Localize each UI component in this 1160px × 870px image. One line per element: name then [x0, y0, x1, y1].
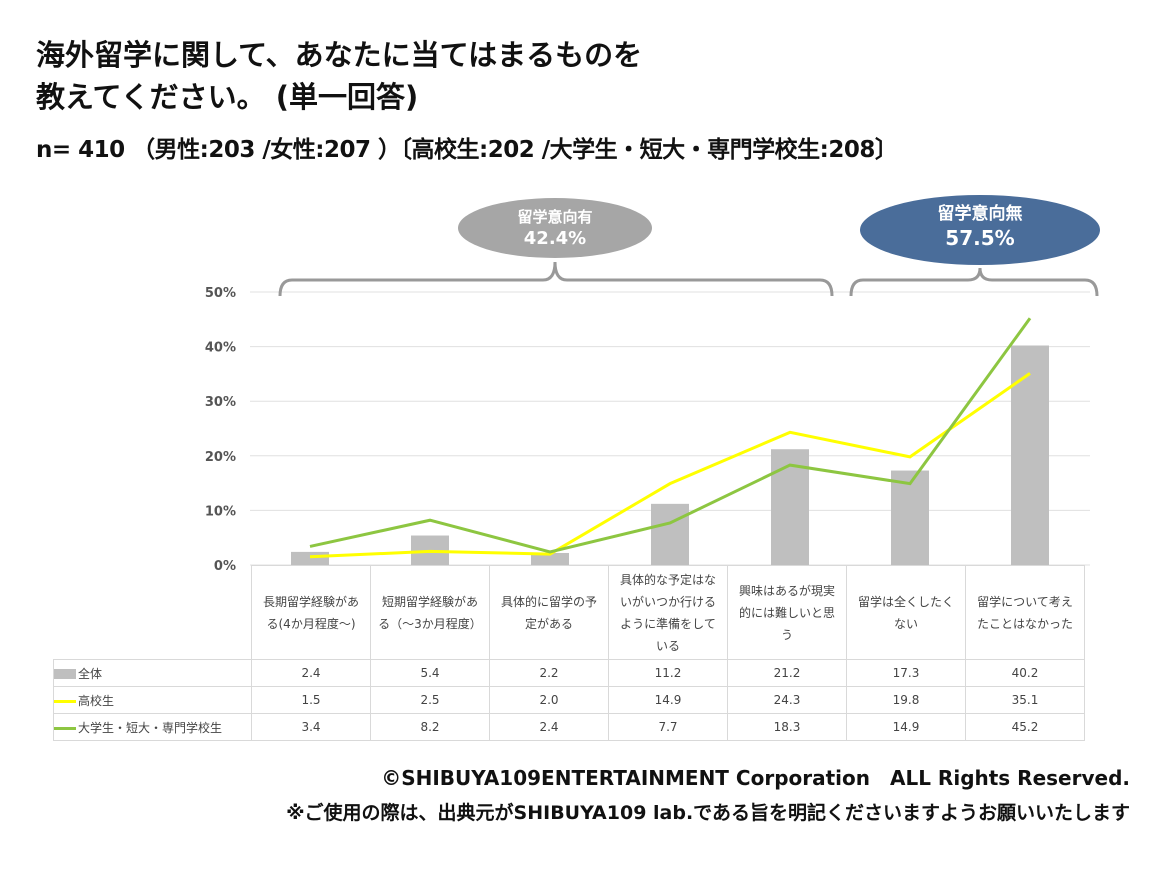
data-label: 2.5 [370, 686, 490, 714]
copyright: ©SHIBUYA109ENTERTAINMENT Corporation ALL… [381, 766, 1130, 790]
callout-intent-no-value: 57.5% [945, 226, 1014, 250]
bar-overall [651, 503, 689, 565]
category-label: 留学について考えたことはなかった [965, 565, 1085, 660]
category-label: 興味はあるが現実的には難しいと思う [727, 565, 847, 660]
y-tick-label: 50% [205, 286, 236, 301]
data-label: 14.9 [608, 686, 728, 714]
brace-intent-no [849, 267, 1099, 297]
bar-overall [531, 552, 569, 565]
y-tick-label: 40% [205, 341, 236, 356]
y-tick-label: 30% [205, 395, 236, 410]
callout-intent-no-bubble [860, 195, 1100, 265]
bar-overall [291, 551, 329, 565]
data-label: 2.0 [489, 686, 609, 714]
data-label: 1.5 [251, 686, 371, 714]
callout-intent-yes-label: 留学意向有 [517, 208, 592, 226]
data-label: 40.2 [965, 659, 1085, 687]
bar-overall [891, 470, 929, 565]
title-line-2: 教えてください。 (単一回答) [36, 80, 419, 114]
callout-intent-yes-bubble [458, 198, 652, 258]
data-label: 17.3 [846, 659, 966, 687]
legend-label: 高校生 [78, 693, 115, 708]
legend-label: 全体 [78, 666, 103, 681]
legend-entry: 高校生 [53, 686, 252, 714]
brace-intent-yes [278, 261, 834, 297]
data-label: 19.8 [846, 686, 966, 714]
data-label: 18.3 [727, 713, 847, 741]
usage-note: ※ご使用の際は、出典元がSHIBUYA109 lab.である旨を明記くださいます… [286, 802, 1130, 824]
data-label: 2.4 [489, 713, 609, 741]
chart-title: 海外留学に関して、あなたに当てはまるものを 教えてください。 (単一回答) [36, 34, 642, 118]
legend-label: 大学生・短大・専門学校生 [78, 720, 223, 735]
data-label: 2.2 [489, 659, 609, 687]
category-label: 具体的な予定はないがいつか行けるように準備をしている [608, 565, 728, 660]
bar-overall [1011, 345, 1049, 565]
callout-intent-no-label: 留学意向無 [938, 203, 1023, 224]
data-label: 8.2 [370, 713, 490, 741]
legend-swatch [54, 669, 76, 679]
data-table: 長期留学経験がある(4か月程度〜) 短期留学経験がある（〜3か月程度） 具体的に留学… [53, 565, 1085, 741]
data-label: 5.4 [370, 659, 490, 687]
data-label: 21.2 [727, 659, 847, 687]
data-label: 35.1 [965, 686, 1085, 714]
category-label: 短期留学経験がある（〜3か月程度） [370, 565, 490, 660]
category-label: 具体的に留学の予定がある [489, 565, 609, 660]
y-tick-label: 0% [214, 559, 236, 574]
callout-intent-yes-value: 42.4% [524, 228, 586, 249]
data-label: 24.3 [727, 686, 847, 714]
line-high-school [309, 372, 1031, 559]
legend-swatch [54, 726, 76, 730]
legend-swatch [54, 699, 76, 703]
sample-size: n= 410 （男性:203 /女性:207 ）〔高校生:202 /大学生・短大… [36, 137, 898, 163]
data-label: 11.2 [608, 659, 728, 687]
line-university [309, 317, 1032, 554]
data-label: 2.4 [251, 659, 371, 687]
category-label: 留学は全くしたくない [846, 565, 966, 660]
category-label: 長期留学経験がある(4か月程度〜) [251, 565, 371, 660]
legend-entry: 全体 [53, 659, 252, 687]
y-tick-label: 10% [205, 504, 236, 519]
data-label: 14.9 [846, 713, 966, 741]
legend-entry: 大学生・短大・専門学校生 [53, 713, 252, 741]
y-tick-label: 20% [205, 450, 236, 465]
data-label: 3.4 [251, 713, 371, 741]
data-label: 45.2 [965, 713, 1085, 741]
title-line-1: 海外留学に関して、あなたに当てはまるものを [36, 38, 643, 72]
data-label: 7.7 [608, 713, 728, 741]
